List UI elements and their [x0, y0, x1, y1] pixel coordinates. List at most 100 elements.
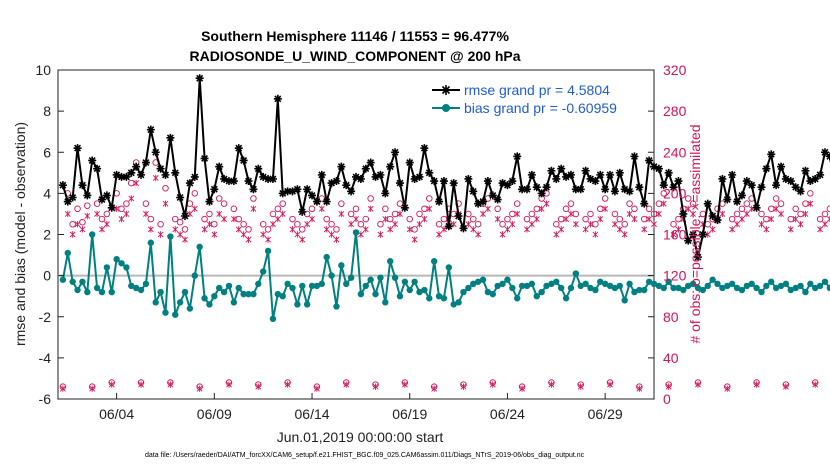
obs-assimilated-marker [616, 226, 623, 233]
rmse-point [547, 166, 556, 175]
rmse-point [205, 197, 214, 206]
rmse-point [151, 148, 160, 157]
obs-assimilated-marker [143, 210, 149, 218]
bias-point [269, 315, 277, 323]
rmse-point [459, 224, 468, 233]
bias-point [289, 284, 296, 292]
rmse-point [684, 236, 693, 245]
bias-point [103, 264, 111, 271]
right-tick-label: 280 [663, 103, 687, 119]
rmse-point [141, 158, 150, 167]
obs-assimilated-marker [343, 381, 350, 388]
obs-assimilated-marker [519, 385, 526, 392]
bias-point [313, 282, 321, 290]
rmse-point [669, 183, 678, 192]
rmse-point [728, 170, 737, 179]
rmse-point [312, 197, 321, 206]
obs-assimilated-marker [103, 221, 110, 228]
obs-assimilated-marker [753, 381, 760, 388]
obs-assimilated-marker [245, 236, 252, 243]
obs-assimilated-marker [230, 215, 237, 223]
rmse-point [654, 164, 663, 173]
rmse-point [278, 189, 287, 198]
rmse-point [156, 164, 165, 173]
obs-possible-marker [494, 205, 501, 213]
bias-point [303, 301, 311, 308]
obs-assimilated-marker [538, 205, 545, 212]
left-tick-label: 6 [43, 144, 51, 160]
obs-assimilated-marker [201, 226, 208, 233]
obs-assimilated-marker [270, 221, 276, 228]
obs-assimilated-marker [206, 221, 213, 228]
obs-assimilated-marker [147, 226, 154, 233]
obs-possible-marker [504, 215, 511, 223]
bias-point [386, 258, 394, 265]
bias-point [323, 253, 330, 261]
obs-possible-marker [220, 200, 228, 207]
obs-possible-marker [406, 215, 413, 223]
rmse-point [298, 207, 307, 216]
left-tick-label: 10 [35, 62, 51, 78]
bias-point [587, 284, 594, 292]
obs-assimilated-marker [778, 210, 784, 218]
rmse-point [112, 170, 121, 179]
obs-assimilated-marker [822, 221, 828, 228]
x-tick-label: 06/24 [490, 406, 525, 422]
obs-assimilated-marker [323, 226, 330, 233]
bias-point [470, 280, 477, 288]
obs-assimilated-marker [441, 226, 447, 233]
bias-point [597, 278, 604, 285]
obs-assimilated-marker [773, 205, 780, 212]
bias-point [772, 284, 780, 292]
obs-possible-marker [816, 215, 824, 223]
legend-rmse-label: rmse grand pr = 4.5804 [464, 82, 610, 98]
obs-assimilated-marker [221, 215, 228, 223]
rmse-point [625, 187, 634, 196]
obs-assimilated-marker [563, 215, 569, 223]
obs-assimilated-marker [719, 210, 726, 218]
obs-assimilated-marker [348, 221, 355, 228]
bias-point [191, 272, 198, 279]
bias-point [514, 295, 521, 302]
rmse-point [811, 174, 820, 183]
rmse-point [498, 179, 507, 188]
rmse-point [391, 148, 400, 157]
rmse-point [791, 183, 800, 192]
obs-possible-marker [118, 205, 125, 213]
bias-point [660, 284, 667, 292]
rmse-point [347, 187, 356, 196]
bias-point [88, 231, 96, 238]
bias-point [59, 276, 67, 283]
obs-assimilated-marker [59, 385, 66, 392]
bias-point [606, 282, 614, 290]
bias-point [176, 299, 184, 306]
rmse-point [171, 168, 180, 177]
obs-assimilated-marker [162, 200, 169, 207]
rmse-point [483, 177, 492, 186]
obs-assimilated-marker [782, 383, 789, 390]
x-tick-label: 06/19 [392, 406, 427, 422]
obs-assimilated-marker [528, 221, 535, 228]
rmse-point [317, 170, 326, 179]
obs-assimilated-marker [641, 226, 648, 233]
obs-assimilated-marker [240, 231, 247, 238]
obs-assimilated-marker [768, 215, 775, 223]
obs-possible-marker [176, 218, 184, 226]
obs-possible-marker [572, 210, 580, 218]
rmse-point [410, 174, 419, 183]
bias-point [259, 268, 267, 275]
rmse-point [557, 164, 566, 173]
obs-possible-marker [74, 205, 81, 213]
bias-point [733, 284, 741, 292]
rmse-point [342, 181, 351, 190]
obs-assimilated-marker [235, 226, 242, 233]
bias-point [343, 280, 350, 288]
rmse-point [664, 168, 673, 177]
obs-possible-marker [807, 190, 814, 197]
obs-assimilated-marker [397, 210, 403, 218]
obs-assimilated-marker [265, 236, 271, 243]
bias-point [186, 305, 194, 312]
bias-point [655, 282, 663, 290]
obs-assimilated-marker [631, 215, 638, 223]
obs-possible-marker [758, 210, 765, 218]
